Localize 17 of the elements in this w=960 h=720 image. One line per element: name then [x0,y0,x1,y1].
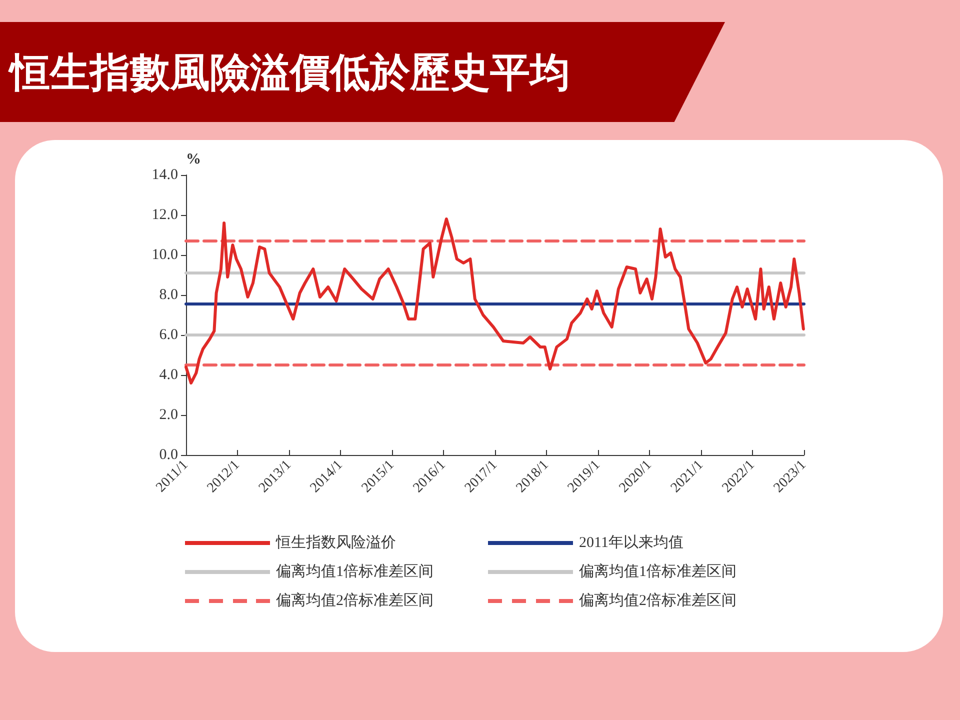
legend-label: 偏离均值1倍标准差区间 [276,562,434,581]
y-tick-label: 8.0 [159,287,178,303]
legend-label: 偏离均值1倍标准差区间 [579,562,736,581]
legend-label: 偏离均值2倍标准差区间 [579,591,736,610]
y-tick-label: 14.0 [152,167,178,183]
y-tick-label: 0.0 [159,447,178,463]
y-tick-label: 10.0 [152,247,178,263]
line-series [184,218,805,384]
legend-label: 恒生指数风险溢价 [276,534,396,552]
y-axis-title: % [186,152,201,168]
legend-label: 2011年以来均值 [579,534,684,552]
y-tick-label: 2.0 [159,407,178,423]
y-tick-label: 4.0 [159,367,178,383]
chart-title: 恒生指數風險溢價低於歷史平均 [10,48,570,98]
y-tick-label: 12.0 [152,207,178,223]
y-tick-label: 6.0 [159,327,178,343]
legend-label: 偏离均值2倍标准差区间 [276,591,434,610]
